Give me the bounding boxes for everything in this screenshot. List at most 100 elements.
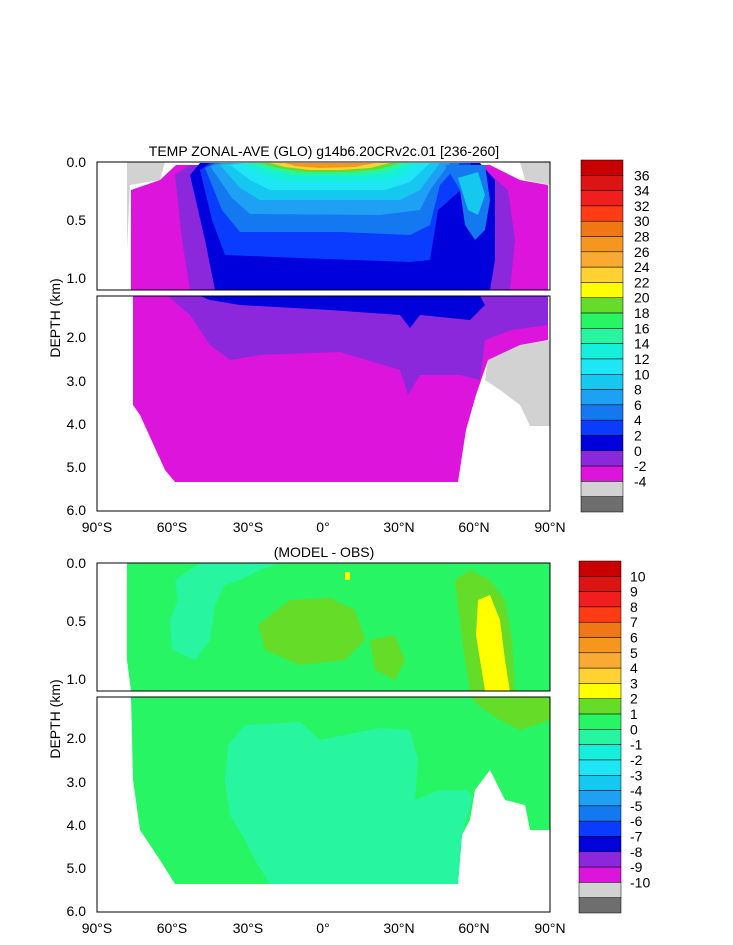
bottom-xtick-60s: 60°S — [157, 920, 188, 936]
top-colorbar-swatch — [580, 465, 624, 482]
top-lower-band-2-4 — [168, 296, 548, 395]
top-colorbar-label: -2 — [634, 458, 647, 474]
top-colorbar-swatch — [580, 159, 624, 176]
top-colorbar-swatch — [580, 190, 624, 207]
bottom-xtick-0: 0° — [316, 920, 329, 936]
top-xtick-30n: 30°N — [383, 519, 414, 535]
top-lower-frame — [96, 295, 551, 512]
top-colorbar-swatch — [580, 266, 624, 283]
top-ytick-0: 0.0 — [67, 154, 87, 170]
bottom-ytick-2: 2.0 — [67, 730, 87, 746]
bottom-colorbar-label: 10 — [630, 568, 646, 584]
bottom-colorbar-label: 8 — [630, 599, 638, 615]
top-colorbar-label: 30 — [634, 213, 650, 229]
top-colorbar-label: -4 — [634, 473, 647, 489]
bottom-upper-frame — [96, 562, 551, 692]
bottom-title: (MODEL - OBS) — [274, 544, 375, 560]
bottom-colorbar-swatch — [578, 621, 622, 638]
bottom-colorbar-label: 5 — [630, 645, 638, 661]
bottom-xtick-30n: 30°N — [383, 920, 414, 936]
top-ytick-5: 5.0 — [67, 459, 87, 475]
top-upper-frame — [96, 161, 551, 291]
top-arctic-core — [458, 172, 485, 215]
bottom-colorbar-label: -5 — [630, 798, 643, 814]
bottom-xtick-30s: 30°S — [233, 920, 264, 936]
top-colorbar-label: 6 — [634, 397, 642, 413]
top-xtick-0: 0° — [316, 519, 329, 535]
top-ytick-0.5: 0.5 — [67, 212, 87, 228]
top-x-axis: 90°S 60°S 30°S 0° 30°N 60°N 90°N — [82, 519, 566, 535]
bottom-colorbar-label: 0 — [630, 721, 638, 737]
bottom-upper-band-1-2-north — [370, 635, 405, 680]
top-colorbar-swatch — [580, 358, 624, 375]
bottom-colorbar-label: 9 — [630, 584, 638, 600]
bottom-ytick-5: 5.0 — [67, 860, 87, 876]
top-land-south — [127, 162, 165, 250]
top-band-24-28 — [285, 163, 375, 168]
top-colorbar-label: 0 — [634, 443, 642, 459]
top-colorbar-label: 12 — [634, 351, 650, 367]
top-colorbar-swatch — [580, 481, 624, 497]
bottom-xtick-90s: 90°S — [82, 920, 113, 936]
bottom-colorbar-swatch — [578, 683, 622, 699]
bottom-colorbar-swatch — [578, 775, 622, 791]
bottom-colorbar-swatch — [578, 576, 622, 592]
bottom-colorbar-swatch — [578, 759, 622, 776]
bottom-panel: (MODEL - OBS) 0.0 0.5 1.0 2.0 3.0 4.0 — [47, 544, 650, 936]
top-colorbar-swatch — [580, 175, 624, 191]
bottom-colorbar-label: -3 — [630, 767, 643, 783]
bottom-colorbar-label: -9 — [630, 859, 643, 875]
top-xtick-60n: 60°N — [458, 519, 489, 535]
top-upper-plot — [96, 161, 551, 291]
top-colorbar-swatch — [580, 312, 624, 329]
top-colorbar-label: 32 — [634, 198, 650, 214]
top-land-north — [520, 162, 550, 185]
top-ytick-1: 1.0 — [67, 270, 87, 286]
bottom-colorbar-swatch — [578, 713, 622, 730]
top-colorbar-label: 24 — [634, 259, 650, 275]
top-colorbar-swatch — [580, 389, 624, 406]
bottom-colorbar-label: 3 — [630, 675, 638, 691]
bottom-colorbar-swatch — [578, 805, 622, 822]
bottom-colorbar-swatch — [578, 667, 622, 684]
top-colorbar-label: 26 — [634, 244, 650, 260]
top-ytick-6: 6.0 — [67, 502, 87, 518]
bottom-x-axis: 90°S 60°S 30°S 0° 30°N 60°N 90°N — [82, 920, 566, 936]
top-colorbar-label: 8 — [634, 382, 642, 398]
bottom-ylabel: DEPTH (km) — [47, 679, 63, 758]
bottom-lower-band-neg1-0 — [225, 722, 472, 884]
top-colorbar-swatch — [580, 205, 624, 222]
bottom-ytick-3: 3.0 — [67, 774, 87, 790]
top-colorbar-label: 20 — [634, 290, 650, 306]
top-colorbar-swatch — [580, 282, 624, 298]
bottom-colorbar-label: 7 — [630, 614, 638, 630]
bottom-upper-band-neg1-0 — [127, 563, 280, 660]
bottom-colorbar-swatch — [578, 820, 622, 837]
bottom-colorbar-label: -4 — [630, 783, 643, 799]
bottom-colorbar-swatch — [578, 882, 622, 898]
top-colorbar-swatch — [580, 374, 624, 390]
bottom-ytick-0: 0.0 — [67, 555, 87, 571]
top-xtick-90s: 90°S — [82, 519, 113, 535]
bottom-ytick-1: 1.0 — [67, 671, 87, 687]
top-colorbar-swatch — [580, 220, 624, 237]
top-colorbar-label: 16 — [634, 320, 650, 336]
bottom-lower-frame — [96, 696, 551, 913]
top-colorbar-label: 18 — [634, 305, 650, 321]
bottom-colorbar-swatch — [578, 729, 622, 745]
top-colorbar-swatch — [580, 251, 624, 268]
bottom-ytick-4: 4.0 — [67, 817, 87, 833]
top-xtick-90n: 90°N — [534, 519, 565, 535]
top-colorbar-label: 4 — [634, 412, 642, 428]
bottom-colorbar-label: 1 — [630, 706, 638, 722]
top-ytick-4: 4.0 — [67, 416, 87, 432]
bottom-colorbar-swatch — [578, 560, 622, 577]
bottom-upper-band-2-3 — [476, 595, 510, 691]
bottom-colorbar-label: -6 — [630, 813, 643, 829]
top-lower-plot — [96, 295, 551, 512]
bottom-lower-band-1-2 — [470, 697, 550, 730]
top-xtick-30s: 30°S — [233, 519, 264, 535]
bottom-upper-band-1-2-tropics — [258, 598, 365, 665]
bottom-colorbar-swatch — [578, 606, 622, 623]
